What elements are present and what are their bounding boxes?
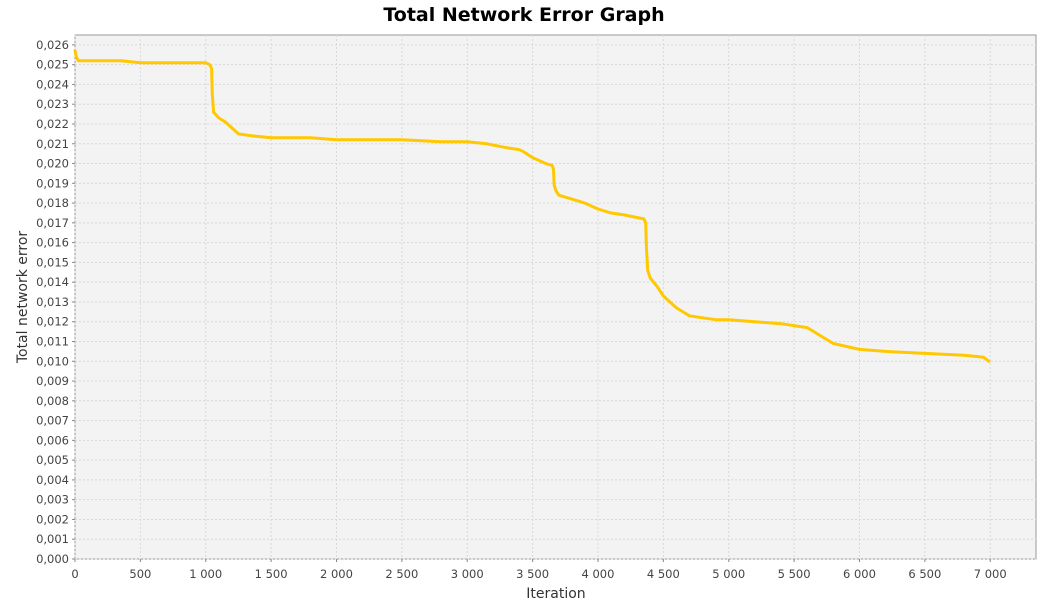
x-tick-label: 500 <box>129 567 151 581</box>
y-tick-label: 0,003 <box>36 493 69 507</box>
y-tick-label: 0,023 <box>36 97 69 111</box>
y-tick-label: 0,012 <box>36 315 69 329</box>
x-axis: 0 500 1 000 1 500 2 000 2 500 3 000 3 500 4 000 4… <box>71 559 1007 581</box>
chart-title: Total Network Error Graph <box>383 4 664 26</box>
y-axis: 0,000 0,001 0,002 0,003 0,004 0,005 0,006 0,007… <box>36 38 75 566</box>
y-tick-label: 0,015 <box>36 255 69 269</box>
y-tick-label: 0,017 <box>36 216 69 230</box>
y-tick-label: 0,009 <box>36 374 69 388</box>
x-tick-label: 3 000 <box>451 567 484 581</box>
y-tick-label: 0,021 <box>36 137 69 151</box>
y-tick-label: 0,026 <box>36 38 69 52</box>
x-axis-label: Iteration <box>526 586 585 602</box>
plot-area <box>74 34 1037 560</box>
y-tick-label: 0,001 <box>36 532 69 546</box>
y-tick-label: 0,018 <box>36 196 69 210</box>
y-tick-label: 0,025 <box>36 58 69 72</box>
y-tick-label: 0,013 <box>36 295 69 309</box>
y-tick-label: 0,005 <box>36 453 69 467</box>
y-tick-label: 0,000 <box>36 552 69 566</box>
y-tick-label: 0,022 <box>36 117 69 131</box>
series-line <box>73 49 991 363</box>
x-tick-label: 0 <box>71 567 78 581</box>
x-tick-label: 5 000 <box>712 567 745 581</box>
x-tick-label: 6 000 <box>843 567 876 581</box>
x-tick-label: 5 500 <box>778 567 811 581</box>
y-tick-label: 0,006 <box>36 433 69 447</box>
gridlines <box>74 35 1036 560</box>
y-tick-label: 0,020 <box>36 157 69 171</box>
y-tick-label: 0,024 <box>36 77 69 91</box>
x-tick-label: 3 500 <box>516 567 549 581</box>
series-group <box>73 49 991 363</box>
x-tick-label: 1 500 <box>255 567 288 581</box>
x-tick-label: 4 000 <box>582 567 615 581</box>
y-tick-label: 0,002 <box>36 512 69 526</box>
y-tick-label: 0,008 <box>36 394 69 408</box>
y-axis-label: Total network error <box>15 231 31 365</box>
y-tick-label: 0,007 <box>36 414 69 428</box>
x-tick-label: 6 500 <box>908 567 941 581</box>
x-tick-label: 2 500 <box>385 567 418 581</box>
y-tick-label: 0,010 <box>36 354 69 368</box>
x-tick-label: 2 000 <box>320 567 353 581</box>
x-tick-label: 7 000 <box>974 567 1007 581</box>
x-tick-label: 1 000 <box>189 567 222 581</box>
y-tick-label: 0,004 <box>36 473 69 487</box>
y-tick-label: 0,016 <box>36 236 69 250</box>
y-tick-label: 0,019 <box>36 176 69 190</box>
y-tick-label: 0,014 <box>36 275 69 289</box>
x-tick-label: 4 500 <box>647 567 680 581</box>
y-tick-label: 0,011 <box>36 334 69 348</box>
